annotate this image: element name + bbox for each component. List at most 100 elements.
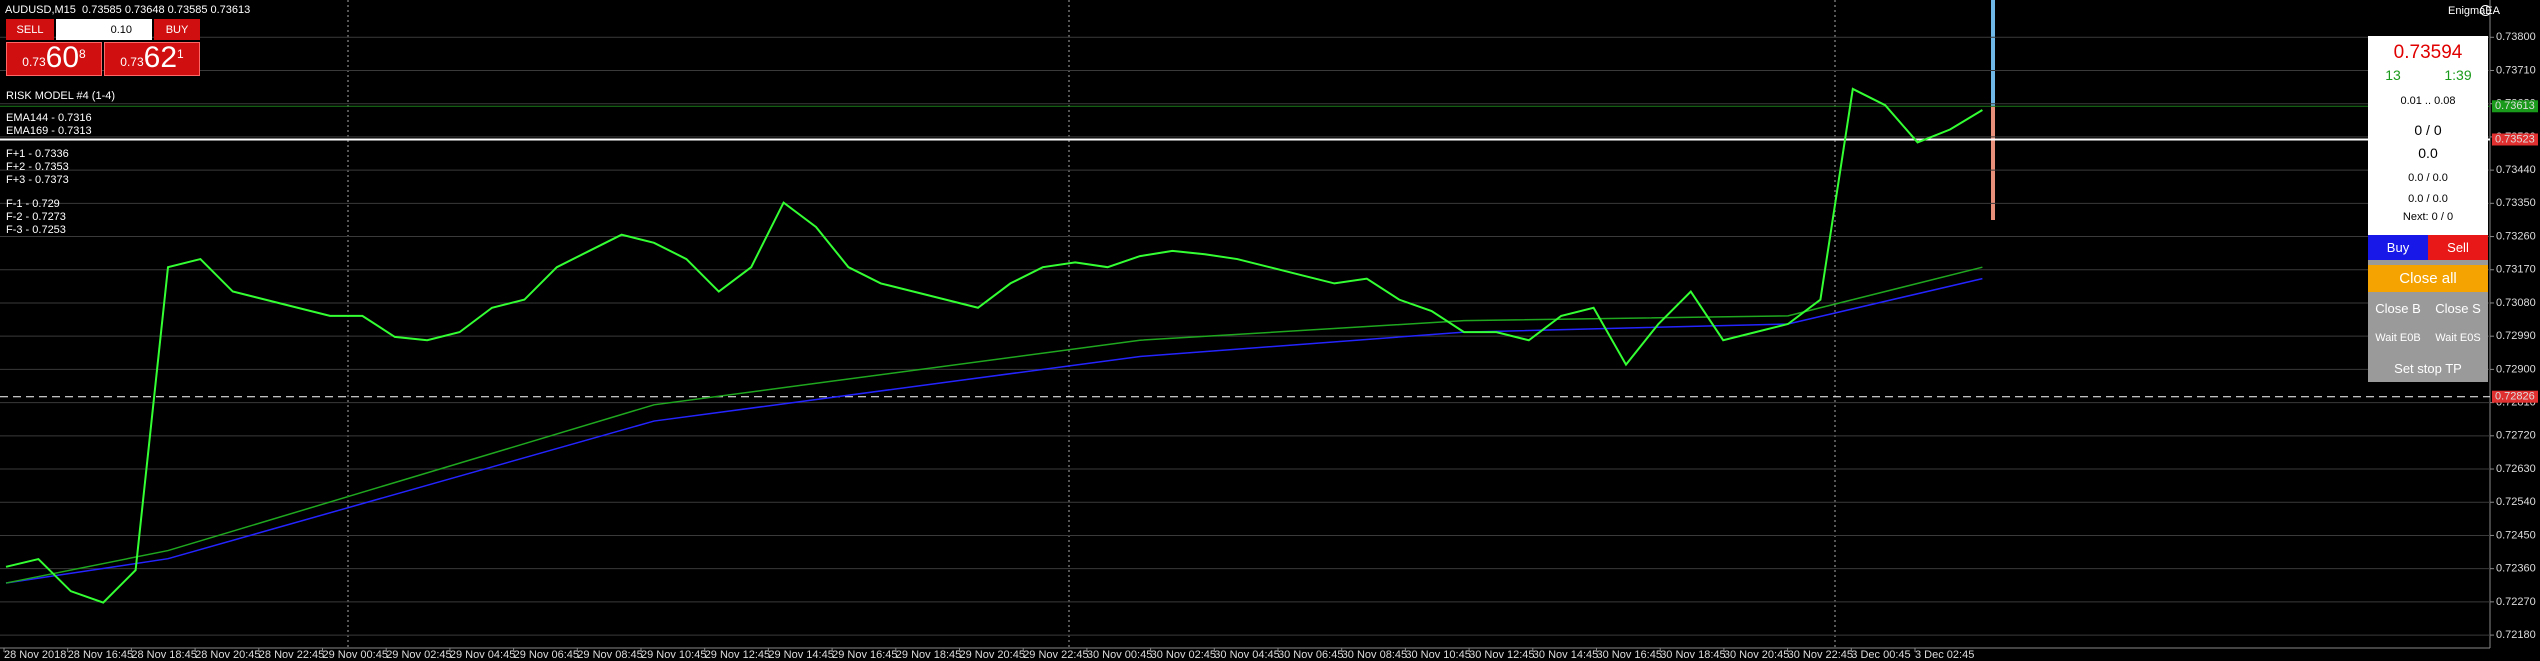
y-tick-label: 0.72180: [2496, 629, 2536, 641]
y-tick-label: 0.73260: [2496, 230, 2536, 242]
x-tick-label: 29 Nov 16:45: [832, 649, 897, 661]
ema-line: [5, 277, 1983, 584]
x-tick-label: 30 Nov 22:45: [1788, 649, 1853, 661]
ask-point: 1: [177, 47, 184, 61]
x-tick-label: 29 Nov 12:45: [705, 649, 770, 661]
level-label: 0.72826: [2495, 391, 2535, 403]
x-tick-label: 28 Nov 20:45: [195, 649, 260, 661]
ask-box[interactable]: 0.73 62 1: [104, 42, 200, 76]
bid-pips: 60: [45, 41, 80, 74]
x-tick-label: 30 Nov 10:45: [1405, 649, 1470, 661]
y-tick-label: 0.72720: [2496, 430, 2536, 442]
ea-lots: 0.0 / 0.0: [2408, 193, 2448, 205]
y-tick-label: 0.72990: [2496, 330, 2536, 342]
ask-pips: 62: [143, 41, 178, 74]
close-b-button[interactable]: Close B: [2375, 300, 2421, 316]
y-tick-label: 0.73440: [2496, 164, 2536, 176]
close-all-button[interactable]: Close all: [2368, 265, 2488, 292]
symbol: AUDUSD,M15: [5, 4, 76, 16]
x-tick-label: 29 Nov 08:45: [577, 649, 642, 661]
bid-point: 8: [79, 47, 86, 61]
sell-button[interactable]: SELL: [6, 19, 54, 40]
risk-model: RISK MODEL #4 (1-4): [6, 90, 116, 102]
x-tick-label: 30 Nov 08:45: [1342, 649, 1407, 661]
y-tick-label: 0.72900: [2496, 363, 2536, 375]
x-tick-label: 29 Nov 22:45: [1023, 649, 1088, 661]
fib-label: F-2 - 0.7273: [6, 211, 66, 223]
buy-button[interactable]: BUY: [154, 19, 200, 40]
x-tick-label: 29 Nov 10:45: [641, 649, 706, 661]
current-price-label: 0.73613: [2495, 100, 2535, 112]
symbol-info: AUDUSD,M15 0.73585 0.73648 0.73585 0.736…: [5, 4, 250, 16]
x-tick-label: 28 Nov 16:45: [68, 649, 133, 661]
x-tick-label: 30 Nov 20:45: [1724, 649, 1789, 661]
x-tick-label: 30 Nov 06:45: [1278, 649, 1343, 661]
x-tick-label: 30 Nov 14:45: [1533, 649, 1598, 661]
x-tick-label: 3 Dec 02:45: [1915, 649, 1974, 661]
y-tick-label: 0.73170: [2496, 264, 2536, 276]
fib-label: F+3 - 0.7373: [6, 174, 69, 186]
ea-lots: 0.0 / 0.0: [2408, 172, 2448, 184]
bid-big: 0.73: [22, 55, 46, 69]
ea-info: [2368, 36, 2488, 235]
y-tick-label: 0.72630: [2496, 463, 2536, 475]
fib-label: F+2 - 0.7353: [6, 161, 69, 173]
x-tick-label: 29 Nov 18:45: [896, 649, 961, 661]
x-tick-label: 28 Nov 22:45: [259, 649, 324, 661]
lot-input[interactable]: 0.10: [56, 19, 152, 40]
ea-icon[interactable]: [2480, 5, 2491, 16]
x-tick-label: 29 Nov 00:45: [323, 649, 388, 661]
y-tick-label: 0.73080: [2496, 297, 2536, 309]
y-tick-label: 0.72270: [2496, 596, 2536, 608]
wait-b-button[interactable]: Wait E0B: [2375, 332, 2421, 344]
fib-label: F-1 - 0.729: [6, 198, 60, 210]
ema-label: EMA169 - 0.7313: [6, 125, 92, 137]
x-tick-label: 29 Nov 20:45: [960, 649, 1025, 661]
position-bar: [1991, 0, 1995, 106]
close-s-button[interactable]: Close S: [2435, 300, 2481, 316]
fib-label: F+1 - 0.7336: [6, 148, 69, 160]
position-bar: [1991, 106, 1995, 220]
wait-s-button[interactable]: Wait E0S: [2435, 332, 2481, 344]
y-tick-label: 0.72450: [2496, 529, 2536, 541]
x-tick-label: 30 Nov 16:45: [1597, 649, 1662, 661]
y-tick-label: 0.73710: [2496, 64, 2536, 76]
fib-label: F-3 - 0.7253: [6, 224, 66, 236]
ema-label: EMA144 - 0.7316: [6, 112, 92, 124]
y-tick-label: 0.73350: [2496, 197, 2536, 209]
x-tick-label: 29 Nov 06:45: [514, 649, 579, 661]
ask-big: 0.73: [120, 55, 144, 69]
ea-price: 0.73594: [2393, 42, 2463, 63]
x-tick-label: 30 Nov 02:45: [1151, 649, 1216, 661]
ea-left: 13: [2385, 67, 2401, 83]
y-tick-label: 0.72360: [2496, 563, 2536, 575]
price-line: [5, 87, 1983, 604]
current-price-tag: [2492, 100, 2538, 113]
level-label: 0.73523: [2495, 133, 2535, 145]
ea-orders: 0 / 0: [2414, 122, 2442, 138]
x-tick-label: 30 Nov 00:45: [1087, 649, 1152, 661]
x-tick-label: 29 Nov 04:45: [450, 649, 515, 661]
x-tick-label: 3 Dec 00:45: [1851, 649, 1910, 661]
ea-name: EnigmaEA: [2448, 5, 2500, 17]
x-tick-label: 30 Nov 18:45: [1660, 649, 1725, 661]
ea-buy-button[interactable]: Buy: [2368, 235, 2428, 260]
x-tick-label: 30 Nov 12:45: [1469, 649, 1534, 661]
x-tick-label: 29 Nov 02:45: [386, 649, 451, 661]
ea-profit: 0.0: [2418, 145, 2438, 161]
bid-box[interactable]: 0.73 60 8: [6, 42, 102, 76]
x-tick-label: 29 Nov 14:45: [768, 649, 833, 661]
x-tick-label: 30 Nov 04:45: [1214, 649, 1279, 661]
x-tick-label: 28 Nov 18:45: [131, 649, 196, 661]
set-stop-button[interactable]: Set stop TP: [2394, 360, 2462, 376]
ohlc: 0.73585 0.73648 0.73585 0.73613: [82, 4, 251, 16]
y-tick-label: 0.73800: [2496, 31, 2536, 43]
ea-next: Next: 0 / 0: [2402, 211, 2454, 223]
ema-line: [5, 266, 1983, 584]
ea-panel: 0.73594 13 1:39 0.01 .. 0.08 0 / 0 0.0 0…: [2368, 36, 2488, 382]
ea-right: 1:39: [2444, 67, 2472, 83]
ea-sell-button[interactable]: Sell: [2428, 235, 2488, 260]
level-tag: [2492, 133, 2538, 146]
